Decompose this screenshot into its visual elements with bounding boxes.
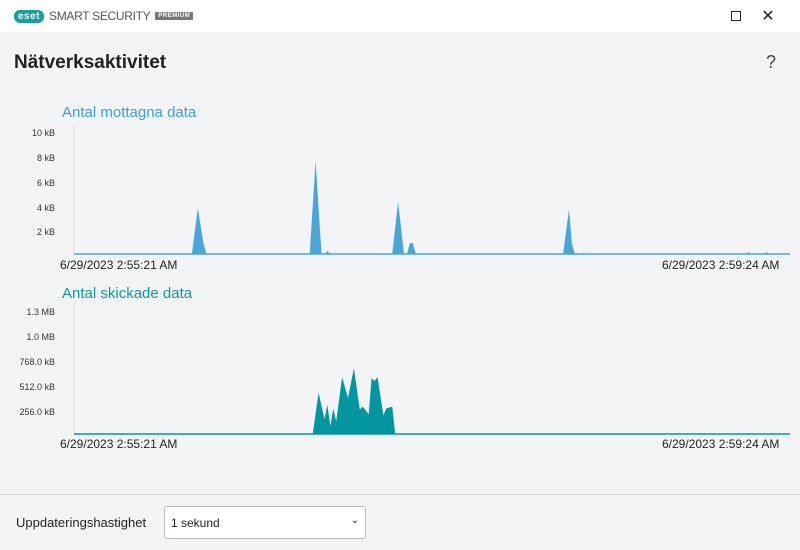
received-chart-title: Antal mottagna data	[62, 104, 197, 121]
sent-y-tick: 256.0 kB	[19, 407, 55, 417]
page-title: Nätverksaktivitet	[14, 52, 167, 73]
help-icon[interactable]: ?	[766, 52, 777, 72]
title-bar: eset SMART SECURITY PREMIUM ✕	[0, 0, 800, 32]
sent-y-tick: 512.0 kB	[19, 382, 55, 392]
update-rate-select[interactable]: 1 sekund ⌄	[164, 506, 366, 539]
received-y-tick: 4 kB	[37, 203, 55, 213]
received-y-tick: 2 kB	[37, 227, 55, 237]
footer: Uppdateringshastighet 1 sekund ⌄	[0, 494, 800, 550]
received-y-tick: 6 kB	[37, 178, 55, 188]
received-area	[74, 160, 790, 254]
sent-y-tick: 1.3 MB	[26, 307, 55, 317]
sent-y-tick: 768.0 kB	[19, 357, 55, 367]
sent-chart-title: Antal skickade data	[62, 285, 193, 302]
received-x-end: 6/29/2023 2:59:24 AM	[662, 258, 780, 272]
update-rate-label: Uppdateringshastighet	[16, 515, 147, 530]
received-y-tick: 8 kB	[37, 153, 55, 163]
brand-logo: eset	[14, 9, 45, 23]
close-icon: ✕	[761, 8, 775, 25]
maximize-button[interactable]	[720, 0, 752, 32]
sent-x-start: 6/29/2023 2:55:21 AM	[60, 437, 178, 451]
product-name: SMART SECURITY	[49, 9, 151, 23]
eset-logo: eset SMART SECURITY PREMIUM	[14, 9, 194, 23]
close-button[interactable]: ✕	[752, 0, 784, 32]
update-rate-value: 1 sekund	[171, 516, 220, 530]
sent-area	[74, 368, 790, 434]
sent-y-tick: 1.0 MB	[26, 332, 55, 342]
chevron-down-icon: ⌄	[350, 515, 359, 526]
sent-x-end: 6/29/2023 2:59:24 AM	[662, 437, 780, 451]
edition-badge: PREMIUM	[155, 12, 194, 20]
network-charts: 10 kB 8 kB 6 kB 4 kB 2 kB 1.3 MB 1.0 MB 768.0 k…	[19, 125, 790, 435]
received-y-tick: 10 kB	[32, 128, 55, 138]
received-x-start: 6/29/2023 2:55:21 AM	[60, 258, 178, 272]
maximize-icon	[731, 11, 741, 21]
